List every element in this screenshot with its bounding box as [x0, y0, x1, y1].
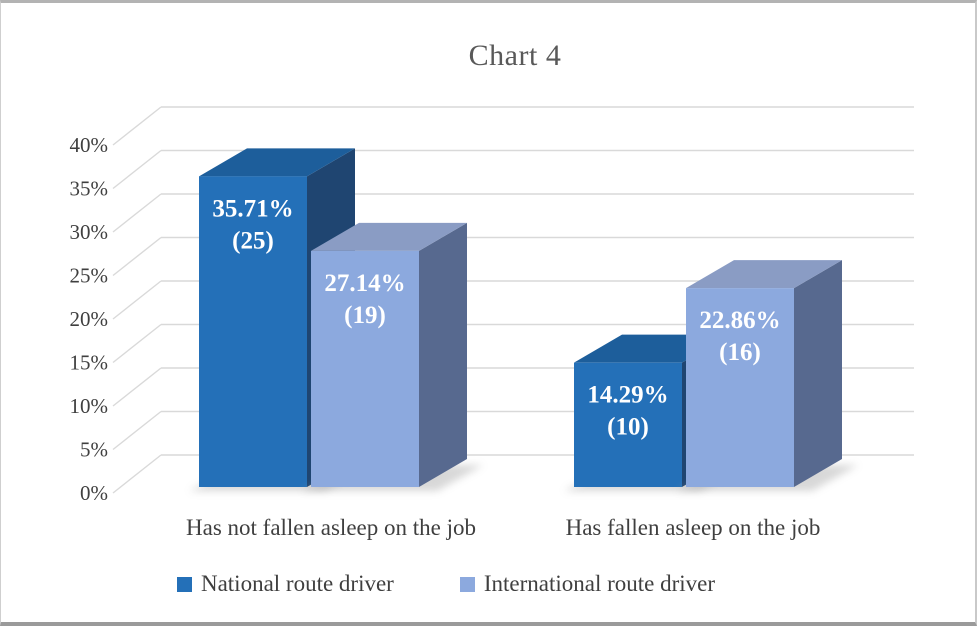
legend-swatch-international-icon	[459, 576, 475, 592]
chart-legend: National route driver International rout…	[1, 571, 933, 597]
y-axis-tick-label: 35%	[70, 177, 109, 201]
x-axis-category-label: Has not fallen asleep on the job	[186, 515, 476, 540]
bar-side-face	[419, 222, 467, 487]
y-axis-tick-label: 15%	[70, 351, 109, 375]
gridline-diagonal	[112, 236, 162, 277]
bar-top-face	[311, 222, 467, 251]
bar-data-label-count: (16)	[719, 339, 761, 366]
plot-area: 0% 5% 10% 15% 20% 25% 30% 35% 40% 35.71% (25) 27.14…	[70, 106, 914, 540]
gridline-diagonal	[112, 193, 162, 233]
gridline-diagonal	[112, 454, 162, 494]
legend-item-national-route-driver: National route driver	[176, 571, 394, 597]
bar	[311, 250, 419, 487]
gridline-diagonal	[112, 367, 162, 407]
legend-swatch-national-icon	[176, 576, 192, 592]
legend-label-national: National route driver	[200, 571, 394, 596]
bar-data-label-count: (25)	[232, 227, 274, 254]
bar	[199, 176, 307, 487]
y-axis-tick-label: 5%	[80, 438, 108, 462]
gridline-diagonal	[112, 106, 162, 146]
x-axis-category-label: Has fallen asleep on the job	[566, 515, 821, 540]
y-axis-tick-label: 20%	[70, 307, 109, 331]
legend-label-international: International route driver	[483, 571, 716, 596]
bar-data-label-count: (10)	[607, 414, 649, 441]
bar	[686, 288, 794, 487]
y-axis-tick-label: 40%	[70, 133, 109, 157]
bar	[574, 362, 682, 487]
bar-data-label-percent: 27.14%	[324, 270, 405, 297]
bar-side-face	[794, 260, 842, 487]
gridline-diagonal	[112, 323, 162, 364]
bar-data-label-percent: 35.71%	[212, 195, 293, 222]
y-axis-tick-label: 0%	[80, 481, 108, 505]
gridline-diagonal	[112, 280, 162, 320]
y-axis-tick-label: 30%	[70, 220, 109, 244]
chart-title: Chart 4	[468, 39, 562, 72]
y-axis-tick-label: 25%	[70, 264, 109, 288]
bar-data-label-percent: 14.29%	[587, 382, 668, 409]
bar-top-face	[199, 148, 355, 177]
gridline-diagonal	[112, 149, 162, 190]
gridline-diagonal	[112, 410, 162, 451]
bar-data-label-percent: 22.86%	[699, 307, 780, 334]
bar-top-face	[686, 260, 842, 289]
bar-data-label-count: (19)	[344, 302, 386, 329]
legend-item-international-route-driver: International route driver	[459, 571, 716, 597]
y-axis-tick-label: 10%	[70, 394, 109, 418]
